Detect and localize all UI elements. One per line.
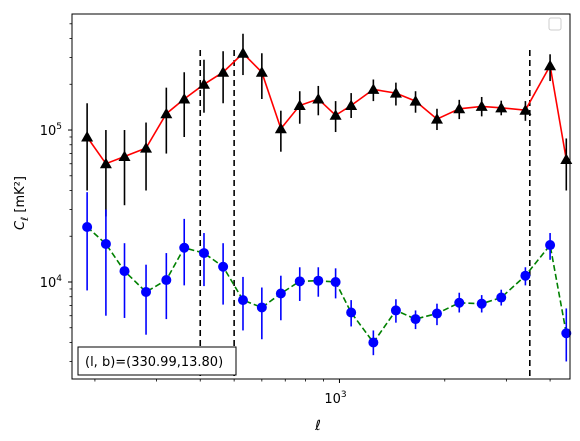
data-point [197, 78, 210, 89]
data-point [561, 328, 572, 339]
data-point [453, 102, 466, 114]
data-point [198, 248, 209, 259]
data-point [390, 305, 401, 316]
data-point [293, 99, 306, 110]
data-point [294, 276, 305, 287]
data-point [161, 275, 172, 286]
data-point [217, 66, 230, 77]
data-point [256, 302, 267, 313]
data-point [430, 113, 443, 124]
data-point [312, 93, 325, 104]
series-line [86, 52, 568, 165]
series-line [86, 226, 568, 344]
data-point [99, 157, 112, 169]
data-point [454, 297, 465, 308]
data-point [274, 122, 287, 134]
data-point [236, 47, 249, 58]
data-point [179, 242, 190, 253]
data-point [545, 240, 556, 251]
annotation-box: (l, b)=(330.99,13.80) [77, 346, 237, 376]
annotation-text: (l, b)=(330.99,13.80) [85, 355, 223, 370]
data-point [275, 288, 286, 299]
data-point [560, 153, 573, 164]
data-point [330, 276, 341, 287]
x-axis-label: ℓ [314, 418, 321, 434]
data-point [255, 66, 268, 77]
legend-box [548, 17, 562, 31]
data-point [119, 266, 130, 277]
y-tick-label: 105 [40, 122, 62, 139]
data-point [496, 292, 507, 303]
data-point [368, 337, 379, 348]
data-point [389, 87, 402, 98]
data-point [475, 100, 488, 111]
data-point [100, 238, 111, 249]
data-point [367, 83, 380, 94]
data-point [431, 308, 442, 319]
x-tick-label: 103 [324, 390, 346, 407]
data-point [410, 314, 421, 325]
data-point [409, 95, 422, 106]
data-point [141, 286, 152, 297]
y-axis-label: Cℓ [mK²] [13, 176, 31, 230]
series-2 [82, 192, 572, 362]
y-tick-label: 104 [40, 274, 63, 291]
data-point [218, 261, 229, 272]
data-point [329, 109, 342, 120]
data-point [346, 307, 357, 318]
series-1 [81, 33, 573, 217]
data-point [160, 107, 173, 119]
data-point [520, 270, 531, 281]
data-point [82, 222, 93, 233]
data-point [544, 59, 557, 71]
data-point [345, 99, 358, 110]
data-point [476, 298, 487, 309]
data-point [81, 130, 94, 142]
data-point [178, 93, 191, 104]
data-point [519, 104, 532, 115]
data-point [237, 295, 248, 306]
data-point [313, 275, 324, 286]
axes-frame [71, 13, 571, 380]
data-point [495, 101, 508, 113]
data-point [118, 150, 131, 161]
data-point [140, 142, 153, 153]
plot-area [81, 33, 573, 379]
